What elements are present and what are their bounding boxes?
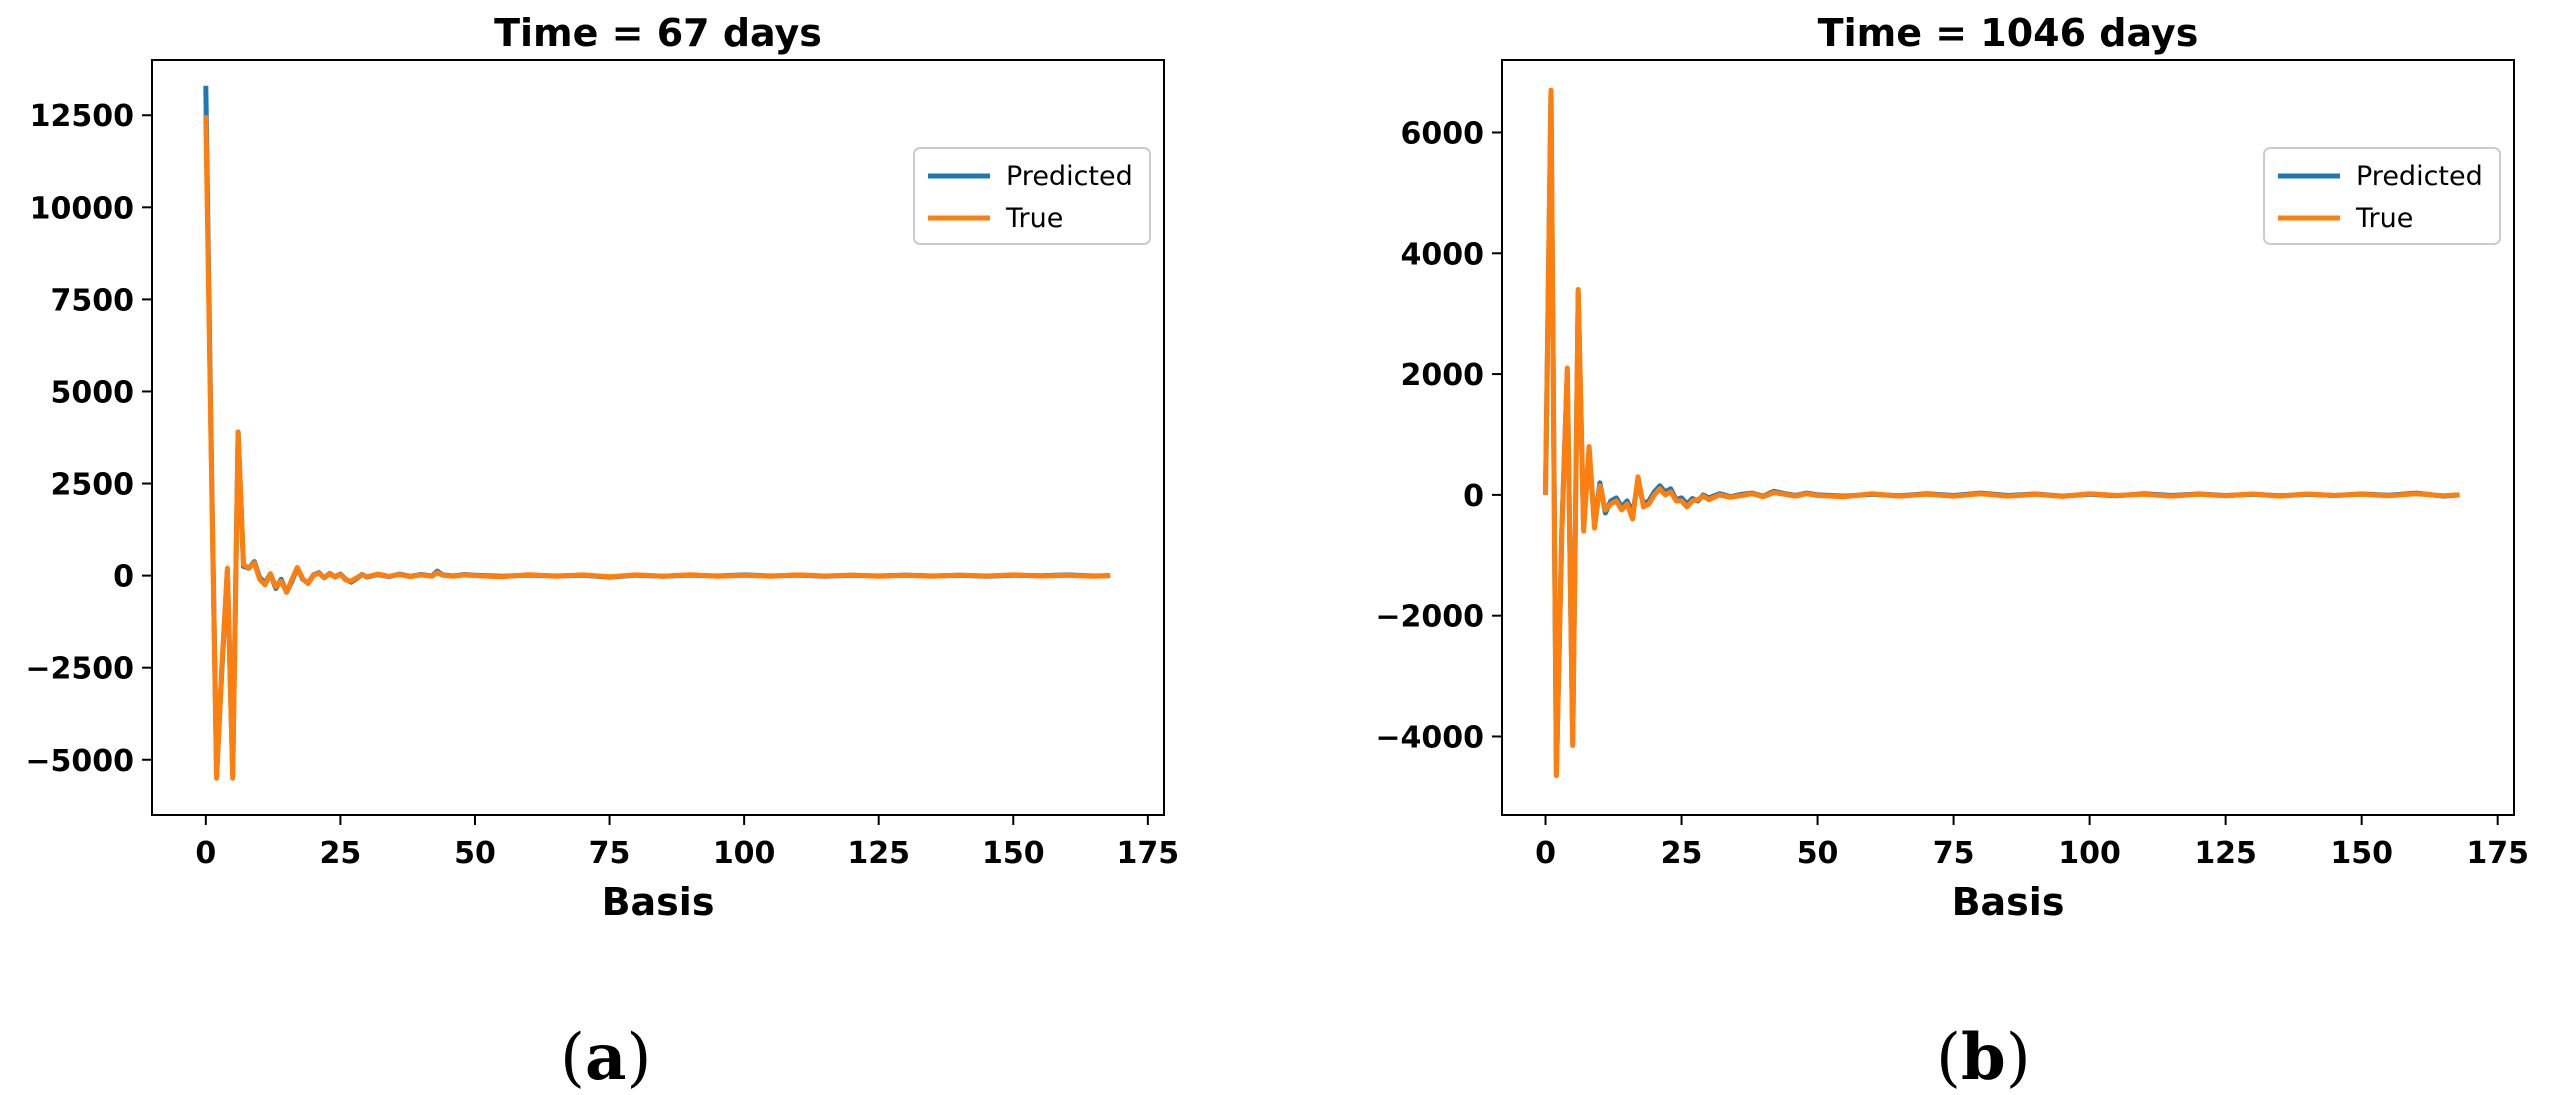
caption-a-letter: a xyxy=(584,1020,627,1095)
x-axis-label: Basis xyxy=(602,880,715,924)
y-tick-label: −5000 xyxy=(25,744,134,779)
y-tick-label: 2500 xyxy=(51,468,135,503)
y-tick-label: 10000 xyxy=(30,191,134,226)
caption-b-letter: b xyxy=(1960,1020,2006,1095)
x-tick-label: 100 xyxy=(713,836,776,871)
chart-panel-b: Time = 1046 days 0 25 50 75 100 125 150 175 −4000… xyxy=(1375,11,2529,924)
y-tick-label: 5000 xyxy=(51,375,135,410)
x-tick-label: 150 xyxy=(982,836,1045,871)
y-tick-label: 2000 xyxy=(1401,358,1485,393)
figure: Time = 67 days 0 25 50 75 100 125 150 175 −5000 −2… xyxy=(25,11,2529,1095)
y-tick-label: −2500 xyxy=(25,652,134,687)
x-tick-label: 125 xyxy=(2194,836,2257,871)
x-tick-label: 75 xyxy=(589,836,631,871)
y-tick-label: −4000 xyxy=(1375,720,1484,755)
x-axis-label: Basis xyxy=(1952,880,2065,924)
x-tick-label: 50 xyxy=(1797,836,1839,871)
y-tick-label: 12500 xyxy=(30,99,134,134)
chart-panel-a: Time = 67 days 0 25 50 75 100 125 150 175 −5000 −2… xyxy=(25,11,1180,924)
x-tick-label: 0 xyxy=(1535,836,1556,871)
caption-b: (b) xyxy=(1936,1020,2031,1095)
x-tick-label: 175 xyxy=(1117,836,1180,871)
axes-frame xyxy=(151,59,1165,816)
series-group xyxy=(1543,87,2460,779)
legend: Predicted True xyxy=(913,147,1151,245)
legend-label: Predicted xyxy=(1006,161,1133,192)
y-tick-label: 0 xyxy=(1463,479,1484,514)
series-group xyxy=(203,85,1111,781)
y-tick-label: 4000 xyxy=(1401,237,1485,272)
axes-frame xyxy=(1501,59,2515,816)
x-tick-label: 0 xyxy=(195,836,216,871)
legend-label: Predicted xyxy=(2356,161,2483,192)
x-tick-label: 25 xyxy=(1661,836,1703,871)
y-tick-label: 6000 xyxy=(1401,116,1485,151)
x-tick-label: 100 xyxy=(2058,836,2121,871)
x-tick-label: 75 xyxy=(1933,836,1975,871)
x-tick-label: 125 xyxy=(847,836,910,871)
series-line-true xyxy=(1543,87,2460,779)
legend-label: True xyxy=(1005,203,1063,234)
x-tick-label: 25 xyxy=(320,836,362,871)
legend: Predicted True xyxy=(2263,147,2501,245)
x-tick-label: 175 xyxy=(2466,836,2529,871)
chart-title: Time = 67 days xyxy=(494,11,822,55)
caption-a: (a) xyxy=(560,1020,652,1095)
y-tick-label: 0 xyxy=(113,560,134,595)
x-tick-label: 50 xyxy=(454,836,496,871)
legend-label: True xyxy=(2355,203,2413,234)
y-tick-label: 7500 xyxy=(51,283,135,318)
series-line-true xyxy=(203,115,1111,781)
y-tick-label: −2000 xyxy=(1375,600,1484,635)
chart-title: Time = 1046 days xyxy=(1818,11,2199,55)
x-tick-label: 150 xyxy=(2330,836,2393,871)
